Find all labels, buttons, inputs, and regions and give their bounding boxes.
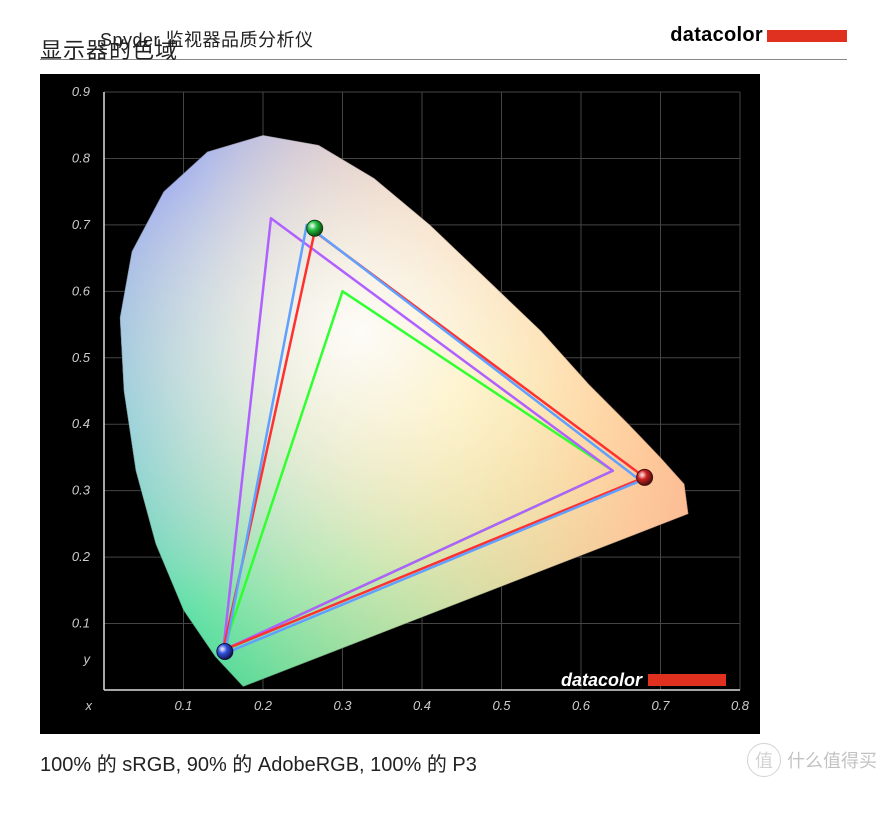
svg-text:0.4: 0.4	[413, 698, 431, 713]
svg-text:0.4: 0.4	[72, 416, 90, 431]
svg-text:0.8: 0.8	[72, 150, 91, 165]
svg-text:0.8: 0.8	[731, 698, 750, 713]
watermark-text: 什么值得买	[787, 747, 877, 773]
svg-text:0.1: 0.1	[174, 698, 192, 713]
watermark-badge-icon: 值	[747, 743, 781, 777]
svg-text:x: x	[85, 698, 93, 713]
gamut-caption: 100% 的 sRGB, 90% 的 AdobeRGB, 100% 的 P3	[40, 748, 847, 777]
svg-text:0.5: 0.5	[72, 350, 91, 365]
svg-text:0.6: 0.6	[572, 698, 591, 713]
svg-text:0.5: 0.5	[492, 698, 511, 713]
svg-text:0.2: 0.2	[72, 549, 91, 564]
svg-text:0.3: 0.3	[72, 483, 91, 498]
svg-text:0.1: 0.1	[72, 616, 90, 631]
section-title: 显示器的色域	[40, 33, 178, 65]
svg-text:0.9: 0.9	[72, 84, 90, 99]
svg-text:0.6: 0.6	[72, 283, 91, 298]
gamut-chart: 0.1 0.2 0.3 0.4 0.5 0.6 0.7 0.8 0.1 0.2 0.3 0.4 0.5 0…	[40, 74, 847, 734]
brand-name: datacolor	[670, 24, 763, 47]
header: Spyder 监视器品质分析仪 显示器的色域 datacolor	[40, 0, 847, 60]
watermark: 值 什么值得买	[747, 743, 877, 777]
svg-text:0.3: 0.3	[333, 698, 352, 713]
svg-text:0.7: 0.7	[72, 217, 91, 232]
svg-text:0.7: 0.7	[651, 698, 670, 713]
brand-top: datacolor	[670, 24, 847, 47]
svg-text:datacolor: datacolor	[561, 670, 643, 690]
brand-bar-icon	[767, 30, 847, 42]
svg-text:0.2: 0.2	[254, 698, 273, 713]
